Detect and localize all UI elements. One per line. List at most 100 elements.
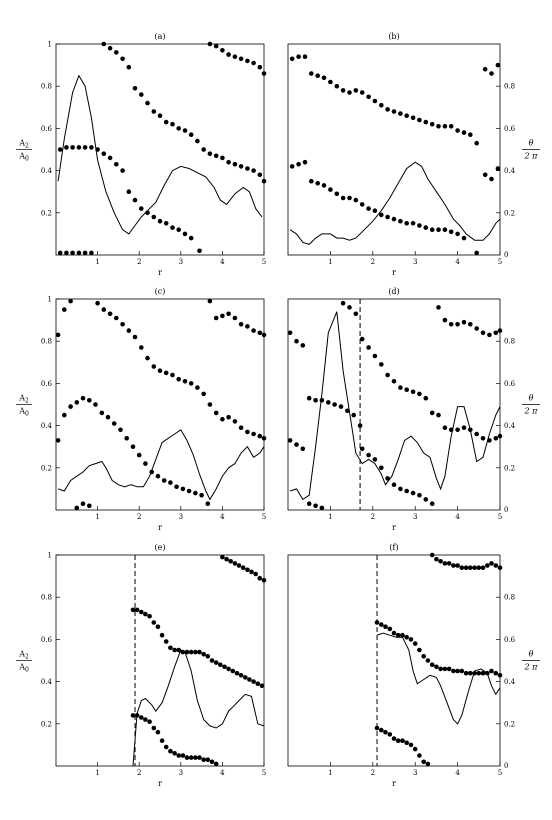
phase-point [306,501,312,507]
phase-point [487,332,492,338]
phase-point [366,94,371,100]
phase-point [417,223,422,228]
phase-point [163,119,169,125]
phase-point [429,410,435,416]
phase-point [366,345,371,350]
y-tick-label: 0.6 [41,636,53,644]
phase-point [197,755,202,760]
y-tick-label: 0 [504,251,508,259]
x-axis-label: r [158,523,162,532]
plot-frame [55,298,265,511]
phase-point [366,206,371,211]
phase-point [184,755,190,760]
phase-point [99,410,105,416]
phase-point [476,565,482,570]
phase-point [74,505,80,511]
phase-point [493,563,499,568]
phase-point [442,425,448,431]
phase-point [172,751,177,756]
phase-point [300,343,306,348]
y-tick-label: 0.8 [41,594,52,602]
phase-point [442,666,448,672]
phase-point [62,412,67,418]
phase-point [143,461,148,466]
phase-point [417,647,422,653]
phase-point [436,412,441,418]
x-tick-label: 3 [179,258,183,266]
phase-point [82,145,88,150]
phase-point [136,452,142,458]
phase-point [417,492,422,498]
phase-point [238,425,244,431]
phase-point [410,490,416,496]
phase-point [472,565,477,570]
phase-point [404,635,410,640]
phase-point [226,52,231,57]
phase-point [391,216,397,222]
phase-point [400,738,405,743]
phase-point [147,613,152,619]
phase-point [101,41,107,47]
y-tick-label: 0.2 [41,209,52,217]
phase-point [139,715,144,720]
phase-point [359,336,365,342]
plot-frame [55,554,265,767]
x-tick-label: 1 [95,769,99,777]
plot-frame [287,298,501,511]
y-tick-label: 0.2 [504,720,515,728]
phase-point [436,227,441,232]
phase-point [438,666,443,672]
phase-point [201,147,206,152]
phase-point [468,132,473,137]
phase-point [302,54,308,59]
phase-point [423,225,429,230]
phase-point [126,328,132,333]
y-tick-label: 0.8 [41,83,52,91]
phase-point [182,128,188,133]
phase-point [423,497,429,502]
phase-point [238,56,244,62]
phase-point [238,164,244,169]
phase-point [120,168,125,173]
phase-point [319,505,325,511]
y-tick-label: 0.2 [41,464,52,472]
phase-point [163,744,169,750]
phase-point [80,501,86,507]
phase-point [76,250,82,256]
phase-point [224,556,229,562]
phase-point [82,250,88,256]
phase-point [309,71,314,76]
phase-point [245,324,250,329]
y-axis-label-numerator: A2 [18,650,29,661]
phase-point [226,414,231,420]
phase-point [493,330,499,336]
phase-point [145,210,150,216]
phase-point [474,431,480,437]
phase-point [118,427,123,433]
phase-point [387,626,393,632]
phase-point [205,757,211,762]
phase-point [201,757,206,762]
phase-point [130,607,136,613]
phase-point [383,624,388,629]
phase-point [188,132,194,137]
phase-point [429,662,435,667]
phase-point [155,729,161,735]
phase-point [132,197,138,203]
phase-point [176,227,181,232]
y2-axis-label-denominator: 2 π [524,407,539,416]
phase-point [347,305,352,310]
phase-point [240,565,246,570]
phase-point [379,622,384,627]
phase-point [379,212,384,218]
phase-point [261,71,267,76]
phase-point [448,427,454,433]
phase-point [145,100,150,106]
phase-point [480,436,486,441]
y-axis-label-numerator: A2 [18,394,29,405]
y2-axis-label-numerator: θ [529,650,534,659]
y-tick-label: 0.2 [41,720,52,728]
phase-point [145,355,150,361]
y-tick-label: 0.6 [504,636,516,644]
phase-point [247,677,252,682]
